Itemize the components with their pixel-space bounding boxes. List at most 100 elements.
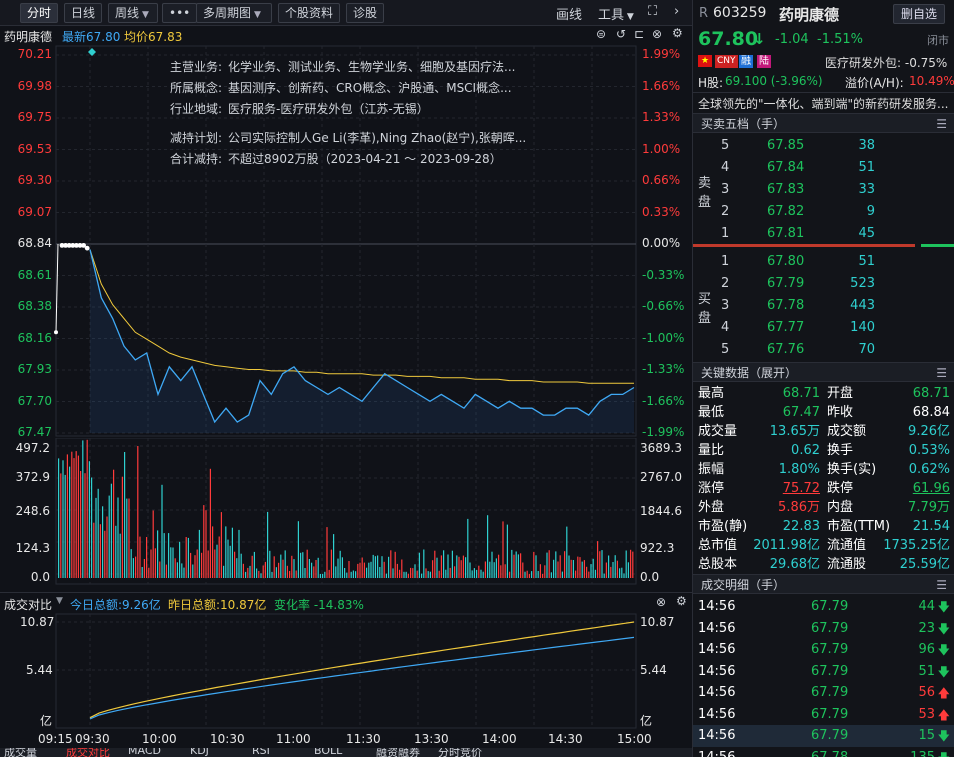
menu-icon[interactable]: ☰	[936, 578, 947, 592]
indicator-tab[interactable]: RSI	[252, 748, 270, 757]
volume-bar	[181, 563, 183, 578]
draw-line-button[interactable]: 画线	[556, 8, 583, 23]
remove-watchlist-button[interactable]: 删自选	[893, 4, 946, 24]
orderbook-row[interactable]: 3 67.78 443	[693, 295, 954, 317]
diagnose-button[interactable]: 诊股	[346, 3, 385, 23]
currency-icon[interactable]: ⊜	[596, 27, 607, 41]
split-icon[interactable]: ⊏	[634, 27, 645, 41]
fullscreen-icon[interactable]: ⛶	[648, 4, 658, 19]
volume-bar	[251, 555, 253, 578]
profile-button[interactable]: 个股资料	[278, 3, 341, 23]
indicator-tab[interactable]: MACD	[128, 748, 161, 757]
volume-bar	[517, 554, 519, 578]
tools-button[interactable]: 工具 ▼	[598, 4, 634, 23]
multi-period-button[interactable]: 多周期图 ▼	[196, 3, 272, 23]
pct-tick-label: 1.33%	[642, 110, 681, 124]
tab-weekly-label: 周线	[115, 6, 140, 20]
level-volume: 33	[858, 182, 875, 197]
close-icon[interactable]: ⊗	[656, 595, 667, 609]
volume-bar	[456, 555, 458, 578]
volume-bar	[302, 552, 304, 578]
indicator-tab[interactable]: 成交对比	[66, 748, 110, 757]
volume-bar	[124, 452, 126, 578]
change-rate: 变化率 -14.83%	[274, 598, 364, 612]
volume-bar	[267, 511, 269, 578]
level-volume: 140	[850, 320, 875, 335]
more-button[interactable]: •••	[162, 3, 198, 23]
chevron-down-icon[interactable]: ▼	[56, 596, 63, 606]
volume-bar	[242, 563, 244, 578]
volume-bar	[495, 558, 497, 578]
tick-volume: 44	[918, 599, 935, 614]
gear-icon[interactable]: ⚙	[676, 594, 687, 608]
keydata-value: 21.54	[912, 519, 950, 534]
volume-bar	[480, 569, 482, 578]
compare-title[interactable]: 成交对比	[4, 598, 53, 612]
price-tick-label: 68.16	[17, 330, 52, 345]
volume-bar	[273, 556, 275, 578]
volume-bar	[328, 569, 330, 578]
info-value: 化学业务、测试业务、生物学业务、细胞及基因疗法...	[228, 60, 516, 74]
auction-dot	[66, 242, 72, 248]
tab-intraday[interactable]: 分时	[20, 3, 59, 23]
orderbook-row[interactable]: 3 67.83 33	[693, 179, 954, 201]
volume-bar	[293, 559, 295, 578]
volume-bar	[280, 554, 282, 578]
orderbook-row[interactable]: 1 67.80 51	[693, 251, 954, 273]
chevron-right-icon[interactable]: ›	[674, 4, 680, 19]
level-volume: 523	[850, 276, 875, 291]
keydata-label: 总市值	[698, 538, 738, 553]
hshare-label: H股:	[698, 76, 724, 90]
tick-row[interactable]: 14:56 67.79 53 🡅	[693, 704, 954, 726]
orderbook-row[interactable]: 4 67.84 51	[693, 157, 954, 179]
time-tick-label: 14:30	[548, 732, 583, 746]
level-volume: 9	[866, 204, 875, 219]
level-number: 2	[721, 204, 730, 219]
undo-icon[interactable]: ↺	[616, 27, 627, 41]
tick-row[interactable]: 14:56 67.78 135🡇	[693, 747, 954, 757]
volume-bar	[588, 571, 590, 578]
chevron-down-icon: ▼	[254, 10, 261, 20]
volume-bar	[95, 497, 97, 578]
compare-axis-right-mid: 5.44	[640, 663, 667, 677]
indicator-tab[interactable]: KDJ	[190, 748, 209, 757]
orderbook-row[interactable]: 4 67.77 140	[693, 317, 954, 339]
tick-row[interactable]: 14:56 67.79 51 🡇	[693, 661, 954, 683]
orderbook-row[interactable]: 2 67.82 9	[693, 201, 954, 223]
volume-bar	[80, 471, 82, 578]
orderbook-row[interactable]: 1 67.81 45	[693, 223, 954, 245]
orderbook-row[interactable]: 5 67.85 38	[693, 135, 954, 157]
orderbook-row[interactable]: 5 67.76 70	[693, 339, 954, 361]
volume-bar	[284, 550, 286, 578]
keydata-label: 昨收	[827, 405, 854, 420]
tick-price: 67.78	[811, 749, 849, 757]
indicator-tab[interactable]: 成交量	[4, 748, 37, 757]
pct-tick-label: 1.99%	[642, 47, 681, 61]
tab-weekly[interactable]: 周线 ▼	[108, 3, 158, 23]
volume-bar	[238, 529, 240, 578]
indicator-tab[interactable]: 分时竞价	[438, 748, 482, 757]
chart-toolbar: 分时 日线 周线 ▼ ••• 多周期图 ▼ 个股资料 诊股 画线 工具 ▼ ⛶ ›	[0, 0, 692, 26]
tick-row[interactable]: 14:56 67.79 96 🡇	[693, 639, 954, 661]
tick-row[interactable]: 14:56 67.79 23 🡇	[693, 618, 954, 640]
price-change: -1.04	[775, 32, 809, 47]
tick-row[interactable]: 14:56 67.79 15 🡇	[693, 725, 954, 747]
tick-row[interactable]: 14:56 67.79 56 🡅	[693, 682, 954, 704]
volume-bar	[119, 533, 121, 578]
keydata-title[interactable]: 关键数据（展开） ☰	[693, 362, 954, 382]
orderbook-row[interactable]: 2 67.79 523	[693, 273, 954, 295]
volume-bar	[137, 446, 139, 578]
close-icon[interactable]: ⊗	[652, 27, 663, 41]
volume-bar	[295, 570, 297, 578]
menu-icon[interactable]: ☰	[936, 117, 947, 131]
sector-change[interactable]: 医疗研发外包: -0.75%	[825, 56, 948, 70]
volume-bar	[511, 549, 513, 578]
gear-icon[interactable]: ⚙	[672, 26, 683, 40]
volume-bar	[271, 571, 273, 578]
indicator-tab[interactable]: BOLL	[314, 748, 343, 757]
menu-icon[interactable]: ☰	[936, 366, 947, 380]
yesterday-total: 昨日总额:10.87亿	[168, 598, 267, 612]
tab-daily[interactable]: 日线	[64, 3, 103, 23]
tick-row[interactable]: 14:56 67.79 44 🡇	[693, 596, 954, 618]
indicator-tab[interactable]: 融资融券	[376, 748, 420, 757]
